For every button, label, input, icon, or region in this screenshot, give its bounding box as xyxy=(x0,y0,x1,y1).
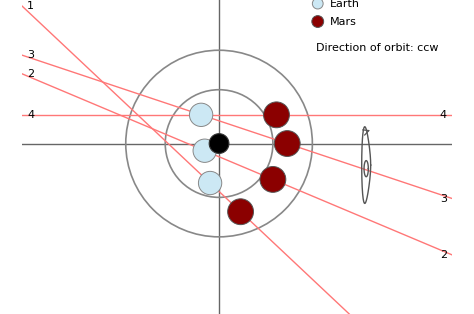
Circle shape xyxy=(312,16,324,27)
Text: 2: 2 xyxy=(27,69,34,79)
Text: 3: 3 xyxy=(440,193,447,203)
Circle shape xyxy=(264,102,290,128)
Circle shape xyxy=(274,131,300,156)
Text: 2: 2 xyxy=(440,250,447,260)
Text: 3: 3 xyxy=(27,50,34,60)
Text: Mars: Mars xyxy=(330,17,357,26)
Text: Earth: Earth xyxy=(330,0,360,8)
Text: Direction of orbit: ccw: Direction of orbit: ccw xyxy=(316,43,438,53)
Circle shape xyxy=(209,134,229,154)
Circle shape xyxy=(228,199,254,225)
Text: 4: 4 xyxy=(440,110,447,120)
Circle shape xyxy=(199,171,222,195)
Text: 4: 4 xyxy=(27,110,34,120)
Circle shape xyxy=(260,166,286,192)
Circle shape xyxy=(190,103,213,127)
Text: 1: 1 xyxy=(27,1,34,11)
Circle shape xyxy=(312,0,323,9)
Circle shape xyxy=(193,139,216,162)
